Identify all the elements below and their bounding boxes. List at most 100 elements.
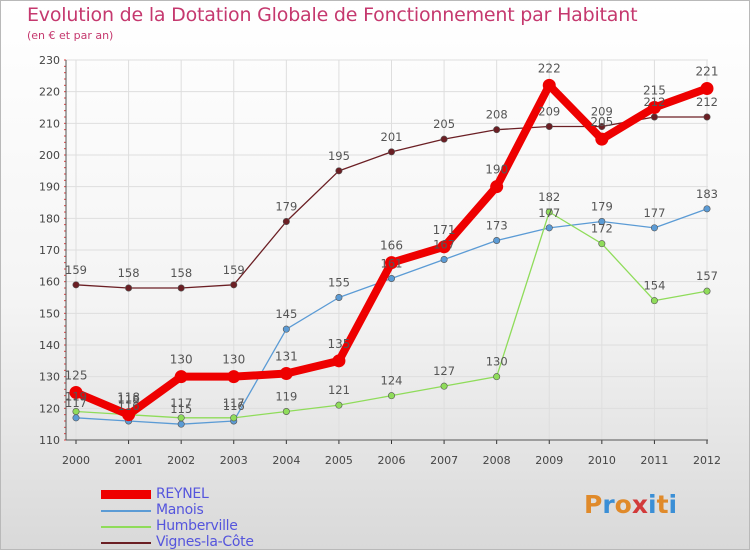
- data-point-reynel: [122, 408, 136, 422]
- y-tick-label: 210: [39, 117, 60, 130]
- data-point-vignes-la-cote: [335, 167, 343, 175]
- y-tick-label: 180: [39, 212, 60, 225]
- data-label-manois: 183: [696, 187, 718, 201]
- y-tick-label: 230: [39, 54, 60, 67]
- data-label-humberville: 127: [433, 364, 455, 378]
- data-point-humberville: [703, 287, 711, 295]
- data-point-vignes-la-cote: [650, 113, 658, 121]
- data-point-vignes-la-cote: [493, 126, 501, 134]
- data-label-vignes-la-cote: 201: [381, 130, 403, 144]
- x-tick-label: 2009: [535, 454, 563, 467]
- data-label-manois: 177: [643, 206, 665, 220]
- data-label-reynel: 131: [275, 350, 298, 364]
- data-point-vignes-la-cote: [282, 218, 290, 226]
- proxiti-logo: Proxiti: [584, 490, 677, 519]
- legend-label-manois: Manois: [156, 502, 204, 518]
- data-point-humberville: [493, 373, 501, 381]
- data-label-reynel: 222: [538, 61, 561, 75]
- y-tick-label: 150: [39, 307, 60, 320]
- data-label-manois: 116: [118, 399, 140, 413]
- x-tick-label: 2010: [588, 454, 616, 467]
- legend-label-reynel: REYNEL: [156, 486, 209, 502]
- data-label-humberville: 124: [381, 374, 403, 388]
- data-point-vignes-la-cote: [387, 148, 395, 156]
- data-label-reynel: 118: [117, 391, 140, 405]
- x-tick-label: 2011: [640, 454, 668, 467]
- data-label-manois: 155: [328, 276, 350, 290]
- data-point-manois: [493, 237, 501, 245]
- chart-subtitle: (en € et par an): [27, 29, 114, 42]
- x-tick-label: 2002: [167, 454, 195, 467]
- data-point-reynel: [542, 78, 556, 92]
- x-tick-label: 2012: [693, 454, 721, 467]
- data-point-humberville: [177, 414, 185, 422]
- legend-item-vignes-la-cote: Vignes-la-Côte: [101, 534, 341, 551]
- data-label-vignes-la-cote: 208: [486, 108, 508, 122]
- data-label-vignes-la-cote: 209: [538, 105, 560, 119]
- y-tick-label: 110: [39, 434, 60, 447]
- data-point-humberville: [545, 208, 553, 216]
- data-label-vignes-la-cote: 158: [170, 266, 192, 280]
- chart-title: Evolution de la Dotation Globale de Fonc…: [27, 4, 638, 26]
- data-label-vignes-la-cote: 209: [591, 105, 613, 119]
- x-tick-label: 2006: [378, 454, 406, 467]
- data-label-humberville: 119: [65, 390, 87, 404]
- data-label-vignes-la-cote: 195: [328, 149, 350, 163]
- data-point-reynel: [279, 367, 293, 380]
- data-point-manois: [177, 420, 185, 428]
- data-point-vignes-la-cote: [598, 123, 606, 131]
- data-label-humberville: 182: [538, 190, 560, 204]
- data-label-manois: 177: [538, 206, 560, 220]
- data-point-reynel: [69, 386, 83, 399]
- logo-letter: i: [668, 490, 678, 519]
- data-point-manois: [703, 205, 711, 213]
- legend-label-humberville: Humberville: [156, 518, 238, 534]
- legend-item-humberville: Humberville: [101, 518, 341, 535]
- data-label-humberville: 119: [275, 390, 297, 404]
- x-tick-label: 2004: [272, 454, 300, 467]
- data-point-reynel: [490, 180, 504, 194]
- data-point-manois: [335, 293, 343, 301]
- legend: REYNEL Manois Humberville Vignes-la-Côte: [101, 486, 341, 551]
- legend-item-reynel: REYNEL: [101, 486, 341, 503]
- data-point-reynel: [174, 370, 188, 384]
- data-label-manois: 167: [433, 238, 455, 252]
- data-point-humberville: [230, 414, 238, 422]
- legend-swatch-manois: [101, 510, 151, 512]
- logo-letter: i: [648, 490, 657, 519]
- data-point-humberville: [440, 382, 448, 390]
- y-tick-label: 190: [39, 181, 60, 194]
- data-label-reynel: 205: [590, 115, 613, 129]
- data-point-manois: [72, 414, 80, 422]
- data-point-vignes-la-cote: [440, 135, 448, 143]
- data-label-vignes-la-cote: 159: [223, 263, 245, 277]
- data-point-vignes-la-cote: [72, 281, 80, 289]
- data-point-vignes-la-cote: [230, 281, 238, 289]
- data-label-humberville: 117: [170, 396, 192, 410]
- data-label-reynel: 125: [65, 369, 88, 383]
- data-point-humberville: [387, 392, 395, 400]
- data-point-manois: [282, 325, 290, 333]
- y-tick-label: 120: [39, 402, 60, 415]
- data-point-reynel: [595, 132, 609, 146]
- x-tick-label: 2007: [430, 454, 458, 467]
- data-label-reynel: 190: [485, 163, 508, 177]
- legend-swatch-reynel: [101, 490, 151, 499]
- data-point-vignes-la-cote: [703, 113, 711, 121]
- data-label-humberville: 118: [118, 393, 140, 407]
- data-point-manois: [387, 274, 395, 282]
- x-tick-label: 2008: [483, 454, 511, 467]
- data-point-reynel: [385, 256, 398, 270]
- data-point-manois: [598, 218, 606, 226]
- data-label-humberville: 154: [643, 279, 665, 293]
- data-label-reynel: 130: [170, 353, 193, 367]
- logo-letter: P: [584, 490, 603, 519]
- x-tick-label: 2003: [220, 454, 248, 467]
- data-label-reynel: 215: [643, 84, 666, 98]
- data-label-reynel: 130: [222, 353, 245, 367]
- data-point-vignes-la-cote: [545, 123, 553, 131]
- data-label-humberville: 157: [696, 269, 718, 283]
- data-label-vignes-la-cote: 212: [696, 95, 718, 109]
- legend-item-manois: Manois: [101, 502, 341, 519]
